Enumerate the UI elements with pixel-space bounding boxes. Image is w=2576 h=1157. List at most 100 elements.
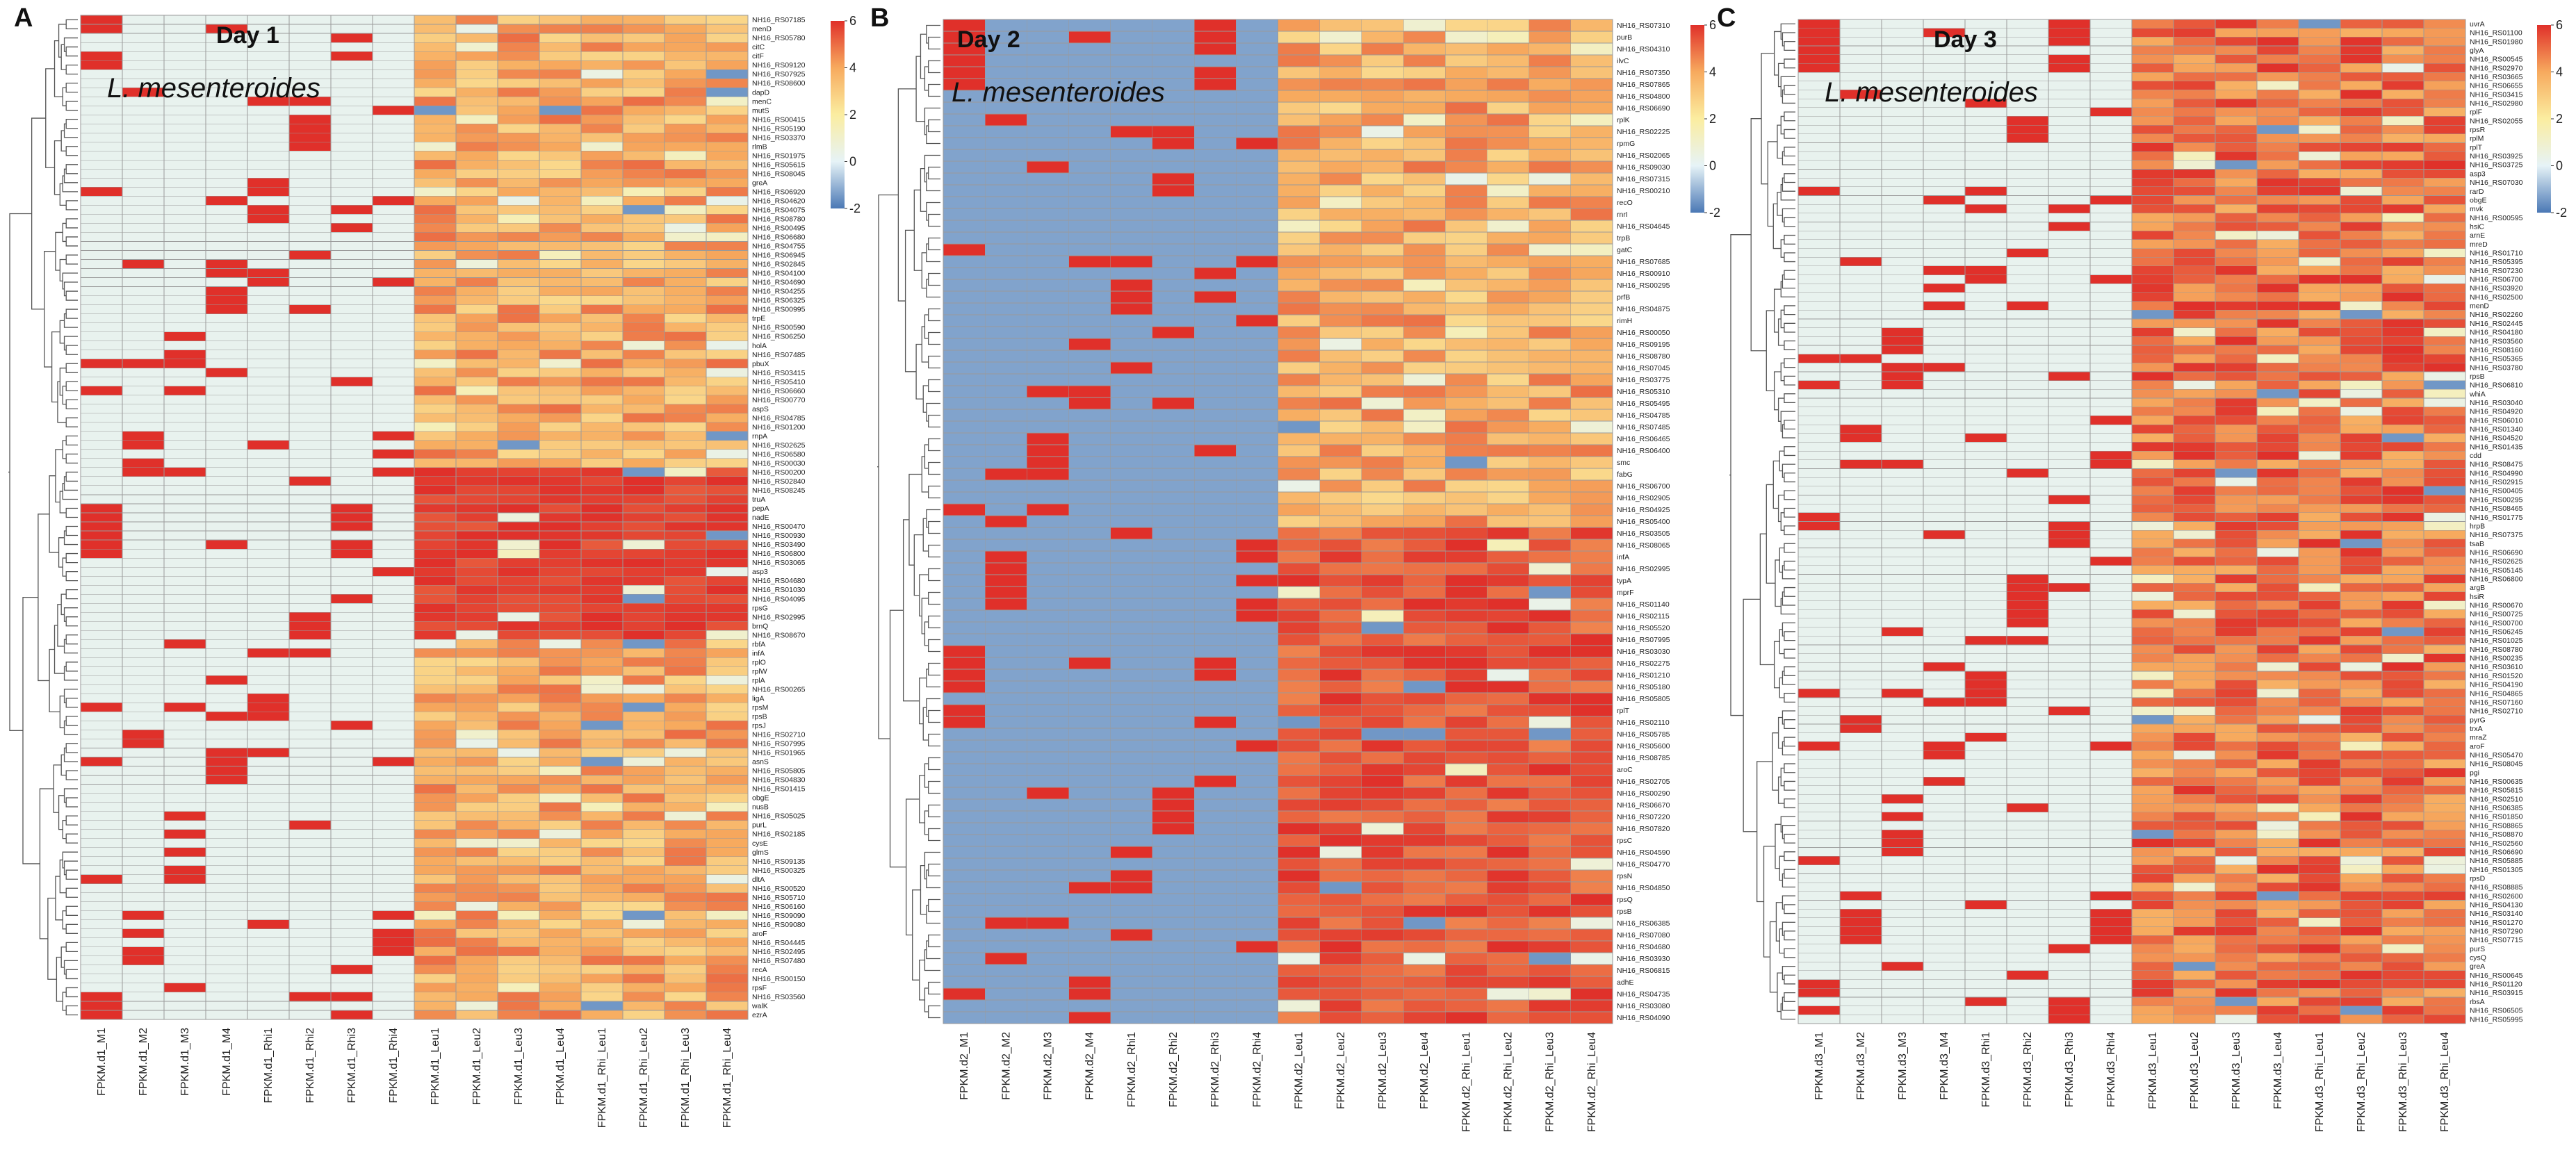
heatmap-cell: [122, 793, 165, 803]
heatmap-cell: [455, 42, 498, 52]
heatmap-cell: [1319, 586, 1362, 599]
heatmap-cell: [1027, 775, 1069, 788]
heatmap-cell: [2298, 759, 2341, 769]
heatmap-cell: [455, 485, 498, 495]
heatmap-cell: [1027, 231, 1069, 245]
heatmap-cell: [1152, 1011, 1195, 1024]
heatmap-cell: [2215, 124, 2258, 135]
heatmap-cell: [1110, 267, 1153, 280]
dendrogram-branch: [65, 290, 78, 301]
heatmap-cell: [622, 359, 665, 368]
heatmap-cell: [80, 630, 123, 640]
heatmap-cell: [163, 694, 206, 703]
heatmap-cell: [1529, 338, 1572, 351]
heatmap-cell: [1361, 869, 1404, 883]
row-labels: NH16_RS07185menDNH16_RS05780citCcitFNH16…: [751, 16, 806, 1019]
heatmap-cell: [1529, 208, 1572, 221]
heatmap-cell: [1964, 635, 2007, 646]
heatmap-cell: [455, 992, 498, 1002]
heatmap-cell: [2381, 442, 2424, 452]
heatmap-cell: [2256, 503, 2299, 514]
heatmap-cell: [1027, 468, 1069, 481]
heatmap-cell: [2423, 697, 2466, 707]
heatmap-cell: [622, 422, 665, 432]
heatmap-cell: [1319, 420, 1362, 434]
heatmap-cell: [1964, 759, 2007, 769]
heatmap-cell: [2340, 459, 2383, 469]
heatmap-cell: [205, 712, 248, 721]
heatmap-cell: [2298, 459, 2341, 469]
heatmap-cell: [706, 793, 749, 803]
heatmap-cell: [497, 114, 540, 124]
heatmap-cell: [2298, 618, 2341, 627]
heatmap-cell: [1403, 834, 1446, 847]
heatmap-cell: [80, 675, 123, 685]
heatmap-cell: [1027, 409, 1069, 422]
heatmap-cell: [1193, 161, 1237, 174]
heatmap-cell: [414, 141, 457, 151]
heatmap-cell: [664, 413, 707, 423]
heatmap-cell: [1152, 397, 1195, 410]
heatmap-cell: [497, 910, 540, 921]
heatmap-cell: [455, 657, 498, 667]
heatmap-cell: [2089, 256, 2133, 267]
heatmap-cell: [664, 69, 707, 79]
heatmap-cell: [1152, 113, 1195, 126]
heatmap-cell: [2173, 530, 2216, 540]
dendrogram-branch: [53, 764, 62, 813]
heatmap-cell: [1193, 243, 1237, 256]
heatmap-cell: [1798, 706, 1841, 716]
row-label: NH16_RS06660: [752, 387, 806, 395]
heatmap-cell: [247, 169, 290, 179]
heatmap-cell: [414, 78, 457, 88]
heatmap-cell: [580, 621, 623, 631]
heatmap-cell: [1839, 309, 1882, 320]
heatmap-cell: [984, 208, 1027, 221]
heatmap-cell: [80, 440, 123, 450]
row-label: NH16_RS00210: [1617, 187, 1670, 195]
heatmap-cell: [706, 60, 749, 70]
heatmap-cell: [1403, 893, 1446, 906]
heatmap-cell: [163, 1001, 206, 1011]
heatmap-cell: [2048, 45, 2091, 56]
heatmap-cell: [330, 748, 373, 757]
heatmap-cell: [2215, 433, 2258, 443]
heatmap-cell: [2048, 768, 2091, 778]
heatmap-cell: [580, 802, 623, 812]
heatmap-cell: [163, 593, 206, 604]
heatmap-cell: [247, 368, 290, 378]
heatmap-cell: [1923, 680, 1966, 689]
heatmap-cell: [122, 675, 165, 685]
heatmap-cell: [2256, 759, 2299, 769]
heatmap-cell: [288, 368, 332, 378]
heatmap-cell: [1403, 373, 1446, 386]
heatmap-cell: [455, 377, 498, 387]
heatmap-cell: [2215, 265, 2258, 275]
heatmap-cell: [205, 51, 248, 61]
heatmap-cell: [330, 694, 373, 703]
heatmap-cell: [455, 712, 498, 721]
heatmap-cell: [2298, 248, 2341, 258]
heatmap-cell: [1027, 798, 1069, 812]
heatmap-cell: [984, 810, 1027, 823]
heatmap-cell: [455, 304, 498, 314]
heatmap-cell: [943, 657, 986, 670]
heatmap-cell: [455, 359, 498, 368]
heatmap-cell: [330, 132, 373, 142]
heatmap-cell: [1110, 621, 1153, 634]
heatmap-cell: [163, 811, 206, 821]
heatmap-cell: [288, 739, 332, 748]
heatmap-cell: [1881, 327, 1924, 337]
heatmap-cell: [2340, 169, 2383, 179]
heatmap-cell: [580, 241, 623, 251]
heatmap-cell: [2215, 503, 2258, 514]
heatmap-cell: [2089, 389, 2133, 399]
heatmap-cell: [455, 892, 498, 903]
heatmap-cell: [1278, 385, 1320, 398]
heatmap-cell: [1278, 846, 1320, 859]
heatmap-cell: [2215, 495, 2258, 504]
heatmap-cell: [2298, 653, 2341, 663]
heatmap-cell: [539, 503, 582, 514]
heatmap-cell: [2006, 169, 2049, 179]
row-label: NH16_RS05410: [752, 378, 806, 386]
